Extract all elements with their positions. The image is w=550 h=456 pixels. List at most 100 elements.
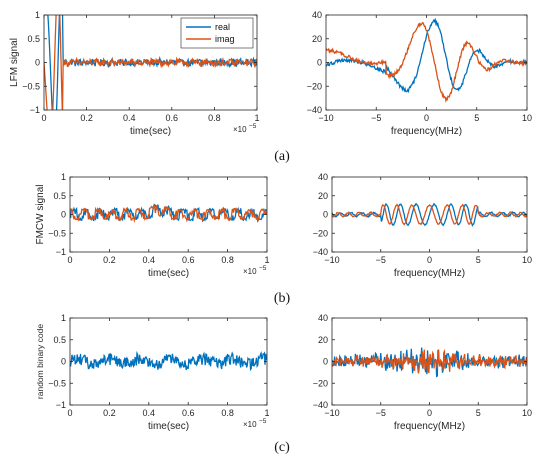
x-tick-label: 5 bbox=[474, 113, 479, 123]
x-multiplier: ×10 bbox=[233, 125, 247, 134]
x-tick-label: −10 bbox=[324, 408, 339, 418]
x-tick-label: 0.8 bbox=[221, 408, 234, 418]
x-tick-label: 0 bbox=[67, 408, 72, 418]
x-axis-label: time(sec) bbox=[130, 126, 171, 137]
axes-a-time: 0 0.2 0.4 0.6 0.8 1 −1 −0.5 0 0.5 1 time(sec) LFM si… bbox=[9, 10, 260, 137]
y-tick-label: −1 bbox=[56, 247, 66, 257]
y-tick-label: 40 bbox=[318, 313, 328, 323]
x-tick-label: 10 bbox=[522, 408, 532, 418]
y-tick-label: 20 bbox=[318, 335, 328, 345]
x-tick-label: 1 bbox=[254, 113, 259, 123]
panel-label-b: (b) bbox=[274, 291, 291, 306]
y-tick-label: 0 bbox=[323, 210, 328, 220]
x-tick-label: −5 bbox=[376, 408, 386, 418]
series-real-c-time bbox=[70, 350, 267, 372]
x-tick-label: 0 bbox=[67, 255, 72, 265]
y-tick-label: −40 bbox=[313, 400, 328, 410]
x-axis-label: frequency(MHz) bbox=[394, 421, 465, 432]
x-tick-label: 0 bbox=[427, 408, 432, 418]
series-real-b-freq bbox=[332, 202, 527, 227]
y-tick-label: 1 bbox=[61, 172, 66, 182]
y-tick-label: 20 bbox=[318, 191, 328, 201]
y-tick-label: −40 bbox=[313, 247, 328, 257]
y-tick-label: 40 bbox=[312, 10, 322, 20]
y-axis-label: random binary code bbox=[35, 324, 45, 399]
x-tick-label: 0 bbox=[427, 255, 432, 265]
axes-b-freq: −10 −5 0 5 10 −40 −20 0 20 40 frequency(MHz) bbox=[313, 172, 532, 279]
x-tick-label: −10 bbox=[324, 255, 339, 265]
x-multiplier: ×10 bbox=[243, 267, 257, 276]
y-tick-label: 0 bbox=[35, 58, 40, 68]
x-multiplier-exponent: −5 bbox=[259, 265, 267, 272]
x-axis-label: frequency(MHz) bbox=[394, 268, 465, 279]
series-imag-a-freq bbox=[326, 21, 527, 104]
x-tick-label: 0.6 bbox=[166, 113, 179, 123]
panel-label-c: (c) bbox=[274, 440, 290, 455]
x-multiplier-exponent: −5 bbox=[249, 123, 257, 130]
x-tick-label: −5 bbox=[371, 113, 381, 123]
axes-a-freq: −10 −5 0 5 10 −40 −20 0 20 40 frequency(MHz) bbox=[307, 10, 532, 137]
x-tick-label: 10 bbox=[522, 113, 532, 123]
legend: real imag bbox=[180, 17, 254, 49]
x-tick-label: 1 bbox=[264, 255, 269, 265]
x-tick-label: 0.2 bbox=[80, 113, 93, 123]
x-tick-label: 0 bbox=[41, 113, 46, 123]
y-tick-label: 40 bbox=[318, 172, 328, 182]
y-tick-label: 0 bbox=[323, 357, 328, 367]
legend-label-real: real bbox=[215, 22, 230, 32]
series-imag-a-time bbox=[44, 15, 257, 110]
axes-c-time: 0 0.2 0.4 0.6 0.8 1 −1 −0.5 0 0.5 1 time(sec) random… bbox=[35, 313, 270, 432]
y-tick-label: 0.5 bbox=[53, 191, 66, 201]
x-multiplier: ×10 bbox=[243, 420, 257, 429]
x-tick-label: 0.8 bbox=[208, 113, 221, 123]
y-tick-label: 0 bbox=[317, 58, 322, 68]
x-multiplier-exponent: −5 bbox=[259, 418, 267, 425]
series-imag-b-time bbox=[70, 203, 267, 223]
x-tick-label: 0.4 bbox=[143, 255, 156, 265]
x-tick-label: 0.2 bbox=[103, 255, 116, 265]
x-tick-label: −5 bbox=[376, 255, 386, 265]
x-tick-label: −10 bbox=[318, 113, 333, 123]
x-tick-label: 10 bbox=[522, 255, 532, 265]
y-tick-label: 0.5 bbox=[27, 34, 40, 44]
y-tick-label: −20 bbox=[307, 81, 322, 91]
y-tick-label: −1 bbox=[30, 105, 40, 115]
y-tick-label: 0.5 bbox=[53, 335, 66, 345]
series-imag-c-freq bbox=[332, 348, 527, 374]
x-axis-label: time(sec) bbox=[148, 421, 189, 432]
axes-frame bbox=[69, 176, 268, 253]
y-tick-label: 1 bbox=[35, 10, 40, 20]
x-tick-label: 0.4 bbox=[123, 113, 136, 123]
x-tick-label: 5 bbox=[476, 408, 481, 418]
y-tick-label: 20 bbox=[312, 34, 322, 44]
x-tick-label: 0.4 bbox=[143, 408, 156, 418]
legend-box bbox=[180, 17, 254, 49]
y-tick-label: 0 bbox=[61, 210, 66, 220]
y-tick-label: −40 bbox=[307, 105, 322, 115]
x-tick-label: 1 bbox=[264, 408, 269, 418]
x-axis-label: time(sec) bbox=[148, 268, 189, 279]
x-tick-label: 0.8 bbox=[221, 255, 234, 265]
y-tick-label: −20 bbox=[313, 378, 328, 388]
series-imag-b-freq bbox=[332, 203, 527, 226]
y-axis-label: FMCW signal bbox=[35, 184, 46, 244]
y-tick-label: −0.5 bbox=[22, 81, 40, 91]
x-tick-label: 0.6 bbox=[182, 255, 195, 265]
y-tick-label: −0.5 bbox=[48, 228, 66, 238]
x-tick-label: 0 bbox=[424, 113, 429, 123]
y-tick-label: −0.5 bbox=[48, 378, 66, 388]
y-tick-label: 1 bbox=[61, 313, 66, 323]
y-tick-label: −20 bbox=[313, 228, 328, 238]
x-tick-label: 0.2 bbox=[103, 408, 116, 418]
y-tick-label: −1 bbox=[56, 400, 66, 410]
axes-b-time: 0 0.2 0.4 0.6 0.8 1 −1 −0.5 0 0.5 1 time(sec) FMCW s… bbox=[35, 172, 270, 279]
legend-label-imag: imag bbox=[215, 34, 235, 44]
panel-label-a: (a) bbox=[274, 149, 290, 164]
x-axis-label: frequency(MHz) bbox=[391, 126, 462, 137]
x-tick-label: 0.6 bbox=[182, 408, 195, 418]
plots-layer: 0 0.2 0.4 0.6 0.8 1 −1 −0.5 0 0.5 1 time(sec) LFM si… bbox=[9, 10, 532, 432]
x-tick-label: 5 bbox=[476, 255, 481, 265]
y-axis-label: LFM signal bbox=[9, 38, 20, 87]
axes-c-freq: −10 −5 0 5 10 −40 −20 0 20 40 frequency(MHz) bbox=[313, 313, 532, 432]
